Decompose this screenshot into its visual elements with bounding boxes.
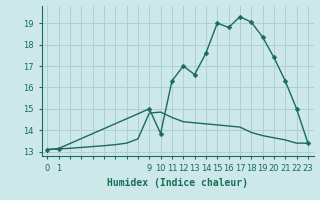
X-axis label: Humidex (Indice chaleur): Humidex (Indice chaleur): [107, 178, 248, 188]
